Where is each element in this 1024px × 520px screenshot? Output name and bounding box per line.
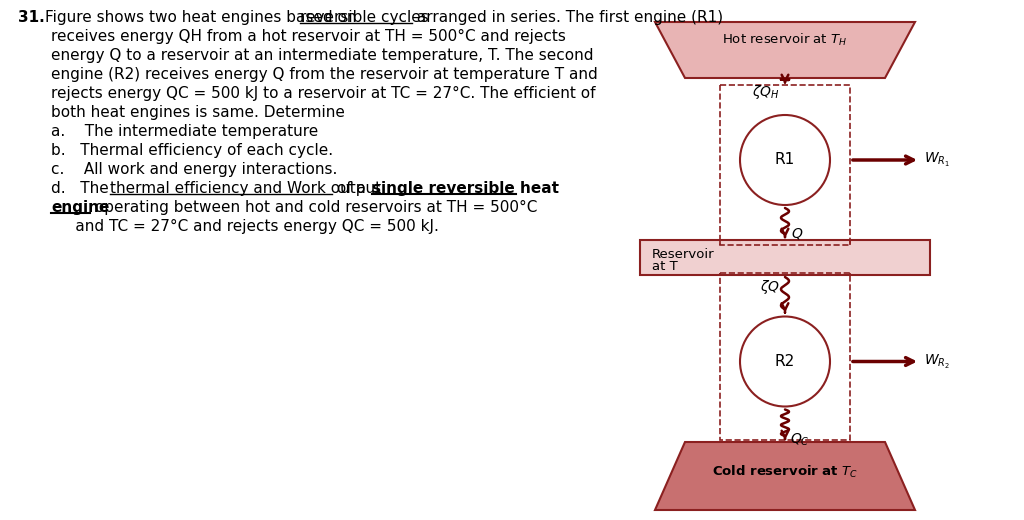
Text: engine (R2) receives energy Q from the reservoir at temperature T and: engine (R2) receives energy Q from the r…: [51, 67, 598, 82]
Circle shape: [740, 115, 830, 205]
Text: both heat engines is same. Determine: both heat engines is same. Determine: [51, 105, 345, 120]
Bar: [720, 273, 850, 440]
Text: c.    All work and energy interactions.: c. All work and energy interactions.: [51, 162, 337, 177]
Text: d.   The: d. The: [51, 181, 114, 196]
Text: $W_{R_1}$: $W_{R_1}$: [924, 151, 950, 169]
Bar: [720, 85, 850, 245]
Text: receives energy QH from a hot reservoir at TH = 500°C and rejects: receives energy QH from a hot reservoir …: [51, 29, 566, 44]
Text: $\zeta Q$: $\zeta Q$: [760, 278, 780, 296]
Text: 31.: 31.: [18, 10, 45, 25]
Text: $Q_C$: $Q_C$: [790, 432, 810, 448]
Text: $Q$: $Q$: [791, 226, 804, 241]
Text: a.    The intermediate temperature: a. The intermediate temperature: [51, 124, 318, 139]
Text: at T: at T: [652, 259, 678, 272]
Text: of a: of a: [333, 181, 371, 196]
Text: thermal efficiency and Work output: thermal efficiency and Work output: [110, 181, 381, 196]
Text: R1: R1: [775, 152, 795, 167]
Text: operating between hot and cold reservoirs at TH = 500°C: operating between hot and cold reservoir…: [90, 200, 538, 215]
Text: Figure shows two heat engines based on: Figure shows two heat engines based on: [45, 10, 361, 25]
Text: energy Q to a reservoir at an intermediate temperature, T. The second: energy Q to a reservoir at an intermedia…: [51, 48, 594, 63]
Text: Cold reservoir at $T_C$: Cold reservoir at $T_C$: [712, 464, 858, 480]
Polygon shape: [655, 442, 915, 510]
Text: Hot reservoir at $T_H$: Hot reservoir at $T_H$: [722, 32, 848, 48]
Polygon shape: [655, 22, 915, 78]
Text: b.   Thermal efficiency of each cycle.: b. Thermal efficiency of each cycle.: [51, 143, 333, 158]
Text: arranged in series. The first engine (R1): arranged in series. The first engine (R1…: [412, 10, 723, 25]
Polygon shape: [640, 240, 930, 275]
Text: $W_{R_2}$: $W_{R_2}$: [924, 353, 950, 371]
Text: single reversible heat: single reversible heat: [372, 181, 559, 196]
Text: rejects energy QC = 500 kJ to a reservoir at TC = 27°C. The efficient of: rejects energy QC = 500 kJ to a reservoi…: [51, 86, 596, 101]
Text: and TC = 27°C and rejects energy QC = 500 kJ.: and TC = 27°C and rejects energy QC = 50…: [51, 219, 439, 234]
Text: Reservoir: Reservoir: [652, 248, 715, 261]
Text: R2: R2: [775, 354, 795, 369]
Text: engine: engine: [51, 200, 110, 215]
Circle shape: [740, 317, 830, 407]
Text: reversible cycles: reversible cycles: [300, 10, 429, 25]
Text: $\zeta Q_H$: $\zeta Q_H$: [753, 83, 780, 101]
